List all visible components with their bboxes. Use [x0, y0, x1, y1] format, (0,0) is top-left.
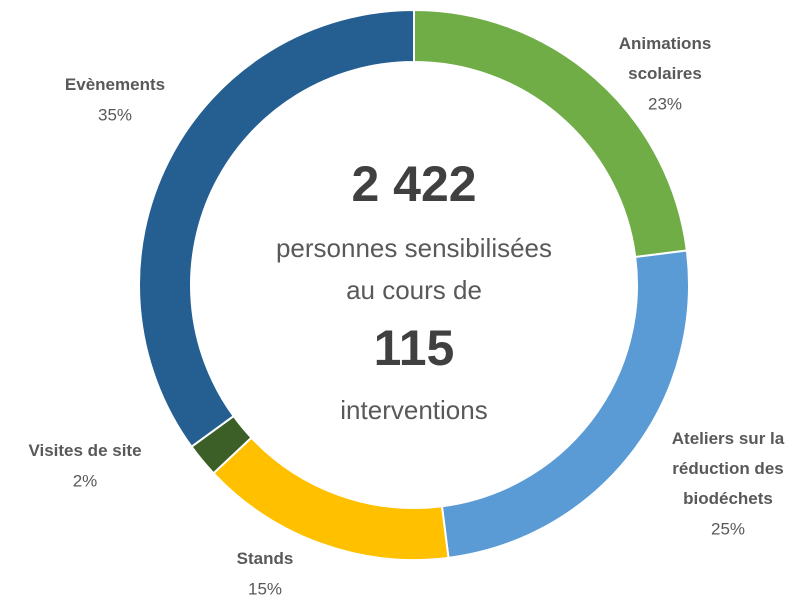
- category-label: Animations scolaires: [619, 34, 712, 83]
- center-text: personnes sensibilisées: [276, 233, 552, 263]
- category-label: Visites de site: [28, 441, 141, 460]
- value-label: 15%: [248, 579, 282, 598]
- value-label: 35%: [98, 105, 132, 124]
- category-label: Evènements: [65, 75, 165, 94]
- category-label: Stands: [237, 549, 294, 568]
- donut-segment: [212, 436, 450, 561]
- center-text: interventions: [340, 395, 487, 425]
- category-label: Ateliers sur la réduction des biodéchets: [672, 429, 785, 508]
- value-label: 23%: [648, 94, 682, 113]
- center-text: 2 422: [351, 156, 476, 212]
- center-text: 115: [374, 320, 455, 376]
- value-label: 25%: [711, 519, 745, 538]
- value-label: 2%: [73, 471, 98, 490]
- center-text: au cours de: [346, 275, 482, 305]
- donut-segment: [138, 8, 415, 449]
